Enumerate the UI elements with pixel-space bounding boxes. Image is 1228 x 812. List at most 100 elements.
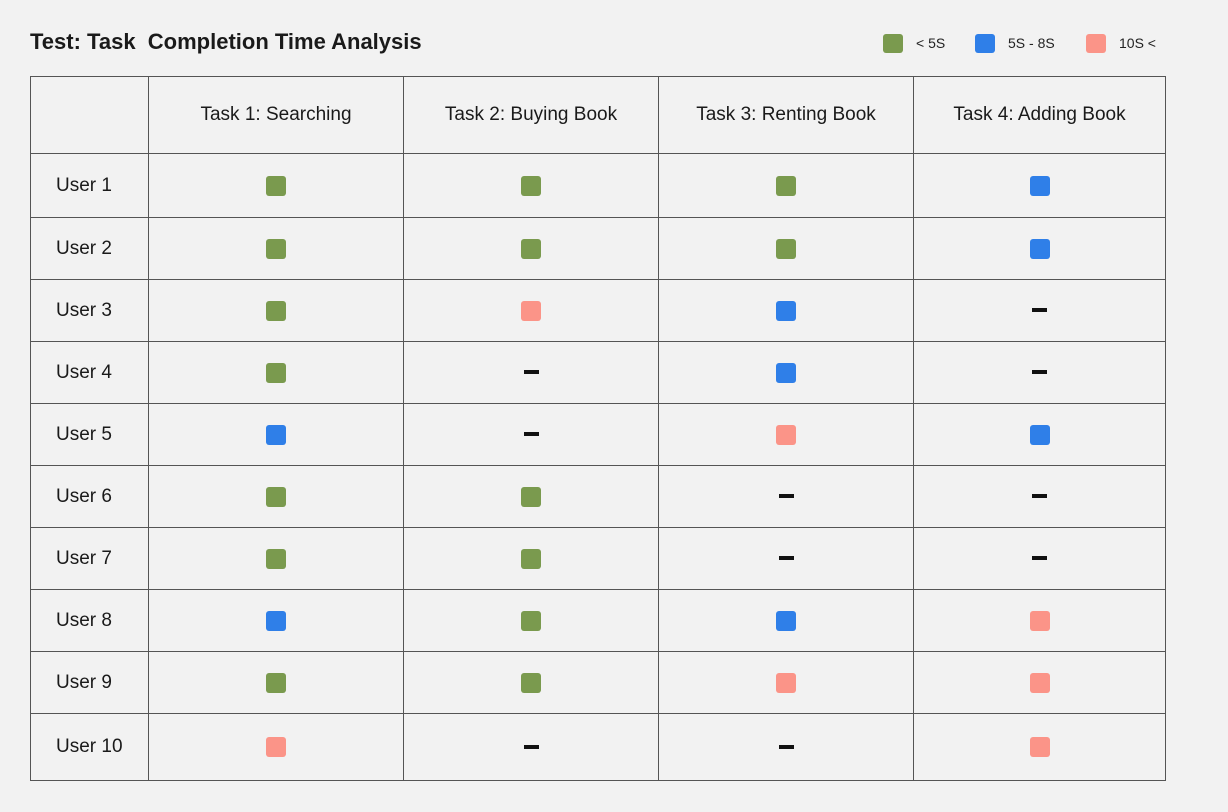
- table-row: User 5: [30, 403, 1166, 466]
- time-marker: [776, 238, 796, 259]
- table-cell: [658, 651, 914, 714]
- table-cell: [403, 589, 659, 652]
- chart-title: Test: Task Completion Time Analysis: [30, 29, 422, 54]
- not-completed-dash: [778, 556, 794, 561]
- row-label: User 9: [30, 651, 149, 714]
- not-completed-dash: [1032, 556, 1047, 561]
- table-cell: [148, 589, 404, 652]
- table-cell: [913, 713, 1166, 781]
- table-cell: [658, 403, 914, 466]
- table-cell: [403, 341, 659, 404]
- column-header: Task 4: Adding Book: [913, 76, 1166, 154]
- table-cell: [913, 589, 1166, 652]
- row-label: User 6: [30, 465, 149, 528]
- not-completed-dash: [523, 432, 539, 437]
- table-cell: [913, 341, 1166, 404]
- not-completed-dash: [1032, 370, 1047, 375]
- table-cell: [658, 713, 914, 781]
- table-row: User 3: [30, 279, 1166, 342]
- not-completed-dash: [1032, 494, 1047, 499]
- time-marker: [1029, 238, 1050, 259]
- table-cell: [403, 279, 659, 342]
- row-label: User 7: [30, 527, 149, 590]
- time-marker: [266, 175, 286, 196]
- table-cell: [913, 465, 1166, 528]
- legend-label: 5S - 8S: [1008, 35, 1055, 51]
- time-marker: [521, 548, 541, 569]
- not-completed-dash: [778, 744, 794, 749]
- table-cell: [148, 403, 404, 466]
- time-marker: [266, 737, 286, 757]
- time-marker: [266, 672, 286, 693]
- not-completed-dash: [523, 744, 539, 749]
- table-cell: [403, 153, 659, 218]
- time-marker: [266, 610, 286, 631]
- row-label: User 2: [30, 217, 149, 280]
- table-row: User 10: [30, 713, 1166, 781]
- table-cell: [913, 217, 1166, 280]
- table-cell: [658, 465, 914, 528]
- table-row: User 4: [30, 341, 1166, 404]
- table-cell: [148, 651, 404, 714]
- not-completed-dash: [523, 370, 539, 375]
- time-marker: [1029, 672, 1050, 693]
- table-cell: [403, 403, 659, 466]
- table-row: User 2: [30, 217, 1166, 280]
- time-marker: [521, 175, 541, 196]
- table-cell: [148, 465, 404, 528]
- row-label: User 8: [30, 589, 149, 652]
- time-marker: [521, 610, 541, 631]
- table-cell: [913, 403, 1166, 466]
- time-marker: [266, 238, 286, 259]
- table-cell: [658, 217, 914, 280]
- table-cell: [658, 279, 914, 342]
- time-marker: [521, 486, 541, 507]
- time-marker: [266, 362, 286, 383]
- not-completed-dash: [778, 494, 794, 499]
- time-marker: [1029, 610, 1050, 631]
- corner-cell: [30, 76, 149, 154]
- time-marker: [521, 672, 541, 693]
- legend-item-slow: 10S <: [1086, 33, 1156, 53]
- row-label: User 3: [30, 279, 149, 342]
- table-cell: [403, 651, 659, 714]
- time-marker: [776, 362, 796, 383]
- time-marker: [1029, 175, 1050, 196]
- column-header: Task 2: Buying Book: [403, 76, 659, 154]
- table-cell: [658, 589, 914, 652]
- row-label: User 10: [30, 713, 149, 781]
- table-cell: [148, 217, 404, 280]
- table-cell: [913, 153, 1166, 218]
- table-row: User 7: [30, 527, 1166, 590]
- legend-label: 10S <: [1119, 35, 1156, 51]
- table-cell: [658, 527, 914, 590]
- legend-swatch-mid: [975, 33, 995, 53]
- time-marker: [266, 424, 286, 445]
- column-header: Task 3: Renting Book: [658, 76, 914, 154]
- table-row: User 1: [30, 153, 1166, 218]
- table-row: User 6: [30, 465, 1166, 528]
- legend-swatch-slow: [1086, 33, 1106, 53]
- table-cell: [658, 153, 914, 218]
- table-cell: [403, 465, 659, 528]
- table-row: User 9: [30, 651, 1166, 714]
- row-label: User 1: [30, 153, 149, 218]
- time-marker: [266, 300, 286, 321]
- table-cell: [148, 341, 404, 404]
- column-header: Task 1: Searching: [148, 76, 404, 154]
- table-cell: [148, 527, 404, 590]
- table-cell: [913, 527, 1166, 590]
- row-label: User 5: [30, 403, 149, 466]
- table-row: User 8: [30, 589, 1166, 652]
- time-marker: [521, 300, 541, 321]
- legend-item-fast: < 5S: [883, 33, 945, 53]
- legend-item-mid: 5S - 8S: [975, 33, 1055, 53]
- time-marker: [776, 175, 796, 196]
- table-cell: [913, 279, 1166, 342]
- time-marker: [1029, 737, 1050, 757]
- time-marker: [1029, 424, 1050, 445]
- table-cell: [913, 651, 1166, 714]
- time-marker: [521, 238, 541, 259]
- table-cell: [148, 713, 404, 781]
- time-marker: [266, 548, 286, 569]
